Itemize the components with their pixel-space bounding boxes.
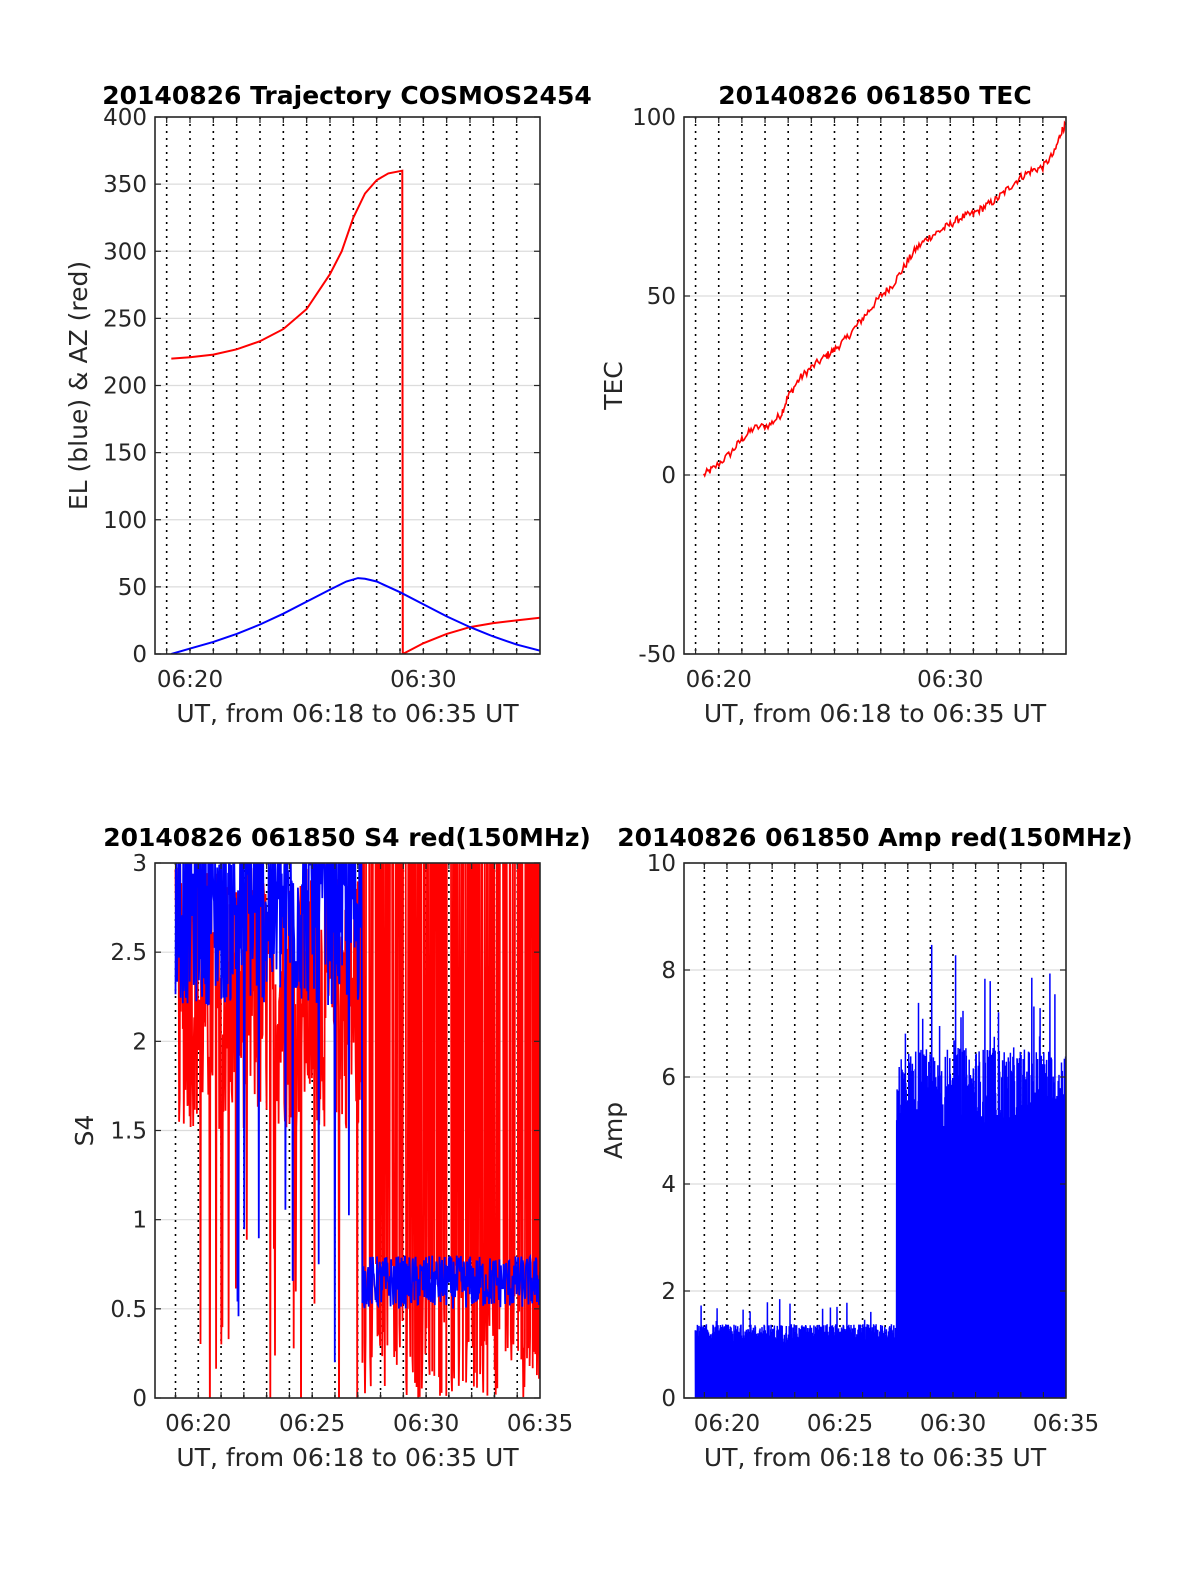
y-axis-label: Amp [599,1102,628,1159]
x-axis-label: UT, from 06:18 to 06:35 UT [704,1443,1047,1472]
x-tick-label: 06:25 [807,1411,873,1437]
y-tick-label: 250 [103,306,147,332]
y-tick-label: 3 [132,851,147,877]
x-axis-label: UT, from 06:18 to 06:35 UT [704,699,1047,728]
y-tick-label: 0 [132,1386,147,1412]
x-tick-label: 06:20 [686,667,752,693]
chart-amp: 0 2 4 6 8 10 06:20 06:25 06:30 06:35 UT, from 06:1… [599,823,1133,1472]
y-tick-label: 200 [103,374,147,400]
series-line-0 [171,169,540,654]
x-tick-label: 06:30 [390,667,456,693]
y-tick-label: 8 [661,958,676,984]
plot-area [694,944,1066,1398]
axes-frame [683,862,1067,1399]
chart-tec: -50 0 50 100 06:20 06:30 UT, from 06:18 to 06:… [599,81,1067,728]
chart-title: 20140826 061850 S4 red(150MHz) [103,823,591,852]
chart-trajectory: 0 50 100 150 200 250 300 350 400 06:20 06:30 UT, fr… [64,81,592,728]
y-tick-label: 50 [118,575,147,601]
x-tick-label: 06:20 [694,1411,760,1437]
axes-frame [683,116,1067,655]
chart-title: 20140826 Trajectory COSMOS2454 [102,81,592,110]
x-axis-label: UT, from 06:18 to 06:35 UT [176,1443,519,1472]
series-line-0 [694,944,1066,1398]
x-tick-label: 06:35 [507,1411,573,1437]
series-line-1 [171,577,540,654]
series-line-0 [702,120,1066,478]
x-tick-label: 06:30 [917,667,983,693]
plot-area [174,863,540,1398]
y-tick-label: 100 [632,105,676,131]
x-tick-label: 06:25 [279,1411,345,1437]
y-tick-label: 2 [132,1029,147,1055]
plot-area [702,120,1066,478]
y-tick-label: 150 [103,441,147,467]
chart-title: 20140826 061850 TEC [718,81,1031,110]
y-tick-label: 10 [647,851,676,877]
x-tick-label: 06:35 [1033,1411,1099,1437]
chart-s4: 0 0.5 1 1.5 2 2.5 3 06:20 06:25 06:30 06:35 UT, fro… [70,823,591,1472]
y-tick-label: -50 [638,642,676,668]
y-tick-label: 4 [661,1172,676,1198]
series-line-1 [174,863,540,1363]
x-tick-label: 06:20 [157,667,223,693]
y-axis-label: S4 [70,1115,99,1147]
y-tick-label: 6 [661,1065,676,1091]
y-tick-label: 100 [103,508,147,534]
y-tick-label: 350 [103,172,147,198]
y-tick-label: 0 [661,463,676,489]
y-tick-label: 0 [132,642,147,668]
x-axis-label: UT, from 06:18 to 06:35 UT [176,699,519,728]
y-tick-label: 0 [661,1386,676,1412]
plot-area [171,169,540,654]
y-axis-label: EL (blue) & AZ (red) [64,261,93,510]
y-tick-label: 1.5 [110,1119,147,1145]
y-tick-label: 1 [132,1208,147,1234]
y-axis-label: TEC [599,361,628,411]
y-tick-label: 300 [103,239,147,265]
y-tick-label: 50 [647,284,676,310]
y-tick-label: 2.5 [110,940,147,966]
y-tick-label: 0.5 [110,1297,147,1323]
y-tick-label: 400 [103,105,147,131]
chart-title: 20140826 061850 Amp red(150MHz) [617,823,1133,852]
x-tick-label: 06:30 [920,1411,986,1437]
y-tick-label: 2 [661,1279,676,1305]
x-tick-label: 06:30 [393,1411,459,1437]
x-tick-label: 06:20 [165,1411,231,1437]
